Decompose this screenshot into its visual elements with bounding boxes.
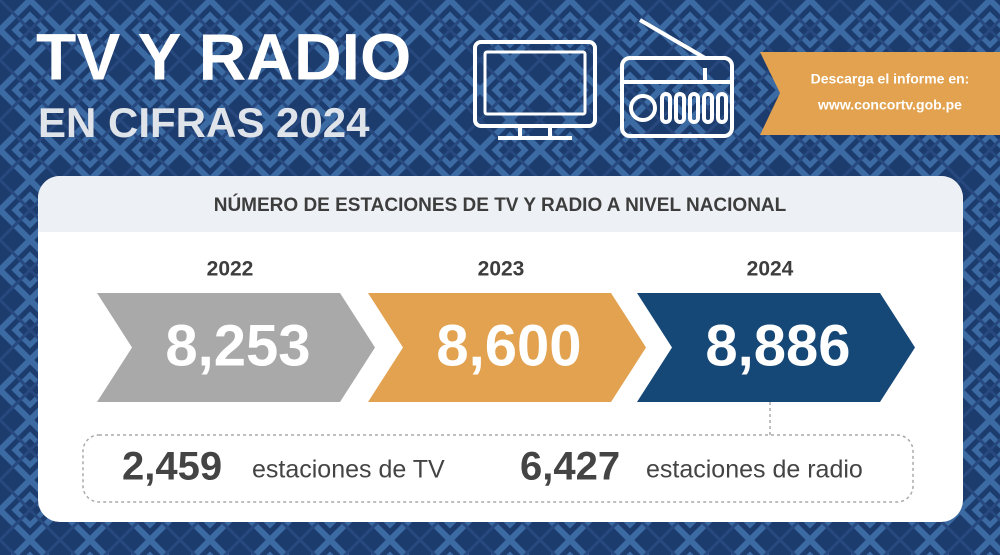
download-label: Descarga el informe en: (811, 71, 970, 87)
tv-label: estaciones de TV (252, 456, 445, 484)
panel-header (38, 176, 963, 232)
year-value: 8,253 (165, 313, 310, 378)
year-value: 8,600 (436, 313, 581, 378)
tv-icon (473, 40, 597, 140)
year-row: 2022 8,253 2023 8,600 2024 8,886 (97, 258, 915, 402)
radio-count: 6,427 (520, 445, 620, 489)
radio-icon (620, 18, 734, 138)
year-chevron (637, 293, 915, 402)
breakdown-box (82, 434, 914, 503)
year-chevron (97, 293, 375, 402)
tv-count: 2,459 (122, 445, 222, 489)
year-chevron (368, 293, 646, 402)
year-label: 2024 (747, 258, 794, 281)
year-label: 2022 (207, 258, 254, 281)
download-url[interactable]: www.concortv.gob.pe (817, 97, 962, 113)
year-value: 8,886 (705, 313, 850, 378)
subtitle: EN CIFRAS 2024 (38, 99, 370, 146)
panel-title: NÚMERO DE ESTACIONES DE TV Y RADIO A NIV… (214, 194, 787, 216)
year-label: 2023 (478, 258, 525, 281)
download-banner (760, 52, 1000, 135)
title: TV Y RADIO (36, 19, 411, 93)
radio-label: estaciones de radio (646, 456, 863, 484)
